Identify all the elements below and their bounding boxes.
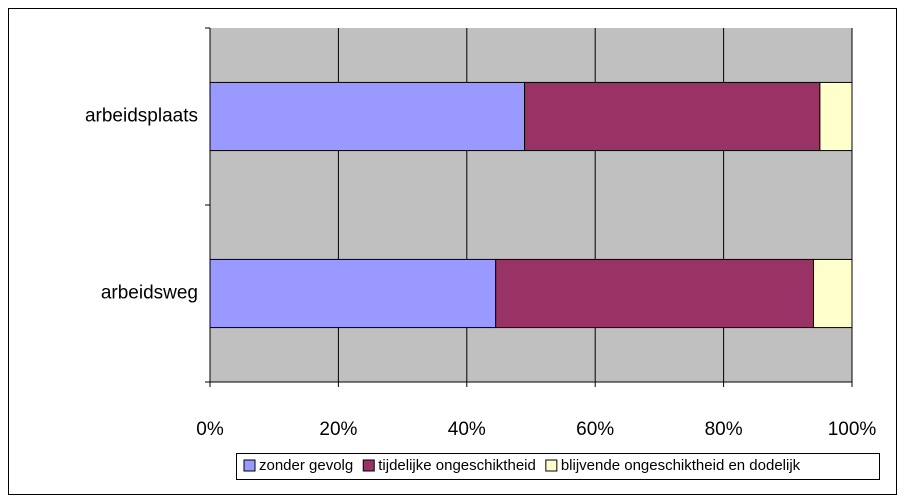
x-tick-label: 60% bbox=[576, 419, 614, 440]
legend-swatch bbox=[243, 459, 256, 472]
bar-segment bbox=[209, 258, 497, 329]
legend-swatch bbox=[545, 459, 558, 472]
legend-box bbox=[236, 453, 880, 480]
bar-segment bbox=[524, 81, 821, 152]
legend-label: tijdelijke ongeschiktheid bbox=[378, 457, 536, 474]
x-tick-label: 40% bbox=[448, 419, 486, 440]
plot-area bbox=[210, 28, 852, 382]
x-tick-label: 0% bbox=[196, 419, 224, 440]
legend-label: zonder gevolg bbox=[259, 457, 353, 474]
legend-swatch bbox=[362, 459, 375, 472]
x-tick-label: 100% bbox=[828, 419, 877, 440]
bar-segment bbox=[812, 258, 853, 329]
legend-label: blijvende ongeschiktheid en dodelijk bbox=[561, 457, 801, 474]
bar-segment bbox=[819, 81, 853, 152]
bar-segment bbox=[495, 258, 814, 329]
x-tick-label: 80% bbox=[705, 419, 743, 440]
y-tick-label: arbeidsweg bbox=[101, 283, 198, 304]
bar-segment bbox=[209, 81, 526, 152]
y-tick-label: arbeidsplaats bbox=[85, 106, 198, 127]
x-tick-label: 20% bbox=[319, 419, 357, 440]
